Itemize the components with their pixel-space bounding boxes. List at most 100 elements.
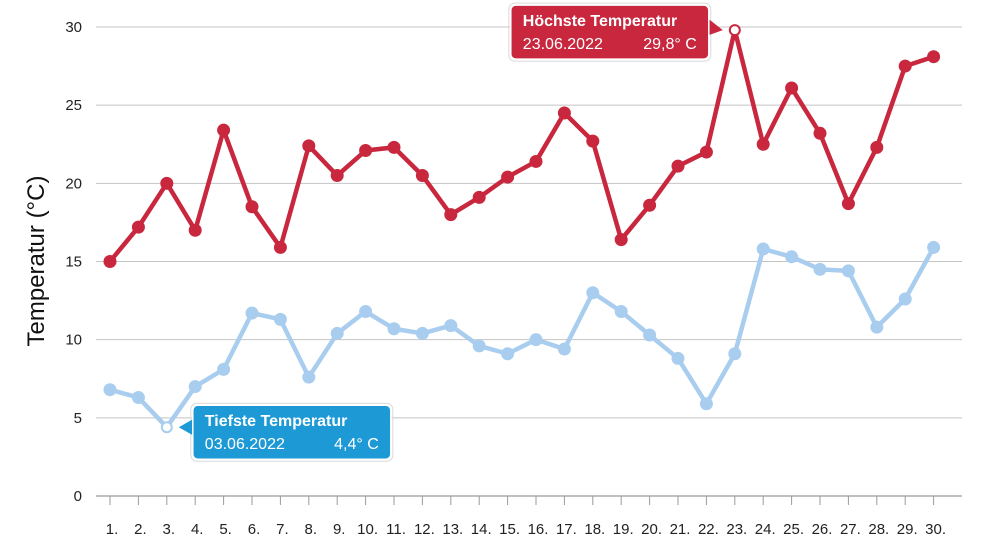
callout-date: 23.06.2022: [523, 36, 603, 53]
data-point: [273, 312, 287, 326]
data-point: [841, 264, 855, 278]
series-0: [103, 24, 941, 268]
annotations-layer: Höchste Temperatur 23.06.2022 29,8° C Tiefs…: [178, 2, 723, 462]
y-axis-tick-labels: 0 5 10 15 20 25 30: [65, 19, 82, 505]
x-tick-label: 19.: [613, 521, 634, 538]
data-point: [415, 326, 429, 340]
callout-box: [510, 4, 710, 60]
data-point: [103, 383, 117, 397]
data-point: [671, 159, 685, 173]
data-point: [586, 134, 600, 148]
y-tick-label: 25: [65, 97, 82, 114]
x-tick-label: 9.: [333, 521, 346, 538]
annotation-callout: Tiefste Temperatur 03.06.2022 4,4° C: [178, 402, 394, 462]
data-point: [501, 170, 515, 184]
x-tick-label: 22.: [698, 521, 719, 538]
data-point: [273, 240, 287, 254]
data-point: [217, 362, 231, 376]
x-tick-label: 5.: [219, 521, 232, 538]
y-axis-label: Temperatur (°C): [23, 176, 50, 347]
data-point: [245, 306, 259, 320]
data-point: [501, 347, 515, 361]
y-tick-label: 15: [65, 254, 82, 271]
x-tick-label: 18.: [584, 521, 605, 538]
y-tick-label: 5: [74, 410, 82, 427]
data-point: [160, 421, 173, 434]
y-tick-label: 0: [74, 488, 82, 505]
data-point: [898, 59, 912, 73]
x-tick-label: 24.: [755, 521, 776, 538]
data-point: [529, 154, 543, 168]
y-tick-label: 20: [65, 175, 82, 192]
data-point: [557, 106, 571, 120]
data-point: [444, 319, 458, 333]
callout-title: Höchste Temperatur: [523, 13, 677, 30]
series-line: [107, 27, 936, 264]
data-point: [614, 305, 628, 319]
data-point: [643, 198, 657, 212]
x-tick-label: 16.: [528, 521, 549, 538]
data-point: [728, 24, 741, 37]
x-tick-label: 13.: [442, 521, 463, 538]
callout-box: [192, 404, 392, 460]
data-point: [841, 197, 855, 211]
callout-pointer: [178, 419, 193, 436]
data-point: [472, 339, 486, 353]
x-tick-label: 30.: [925, 521, 946, 538]
data-point: [813, 262, 827, 276]
data-point: [785, 81, 799, 95]
x-tick-label: 12.: [414, 521, 435, 538]
x-tick-label: 21.: [670, 521, 691, 538]
data-point: [756, 242, 770, 256]
x-tick-label: 26.: [812, 521, 833, 538]
data-point: [728, 347, 742, 361]
x-tick-label: 11.: [386, 521, 406, 538]
x-axis: 1. 2. 3. 4. 5. 6. 7. 8. 9. 10. 11. 12. 13. 14. 15. 16. 1…: [106, 496, 946, 538]
data-point: [586, 286, 600, 300]
data-point: [359, 305, 373, 319]
x-tick-label: 20.: [641, 521, 662, 538]
data-point: [245, 200, 259, 214]
data-point: [188, 380, 202, 394]
x-tick-label: 2.: [134, 521, 147, 538]
data-point: [756, 137, 770, 151]
data-point: [898, 292, 912, 306]
data-point: [927, 240, 941, 254]
data-point: [302, 139, 316, 153]
data-point: [557, 342, 571, 356]
data-point: [529, 333, 543, 347]
data-point: [160, 176, 174, 190]
data-point: [699, 397, 713, 411]
series-line: [107, 245, 936, 430]
data-point: [131, 220, 145, 234]
x-tick-label: 10.: [357, 521, 378, 538]
x-tick-label: 23.: [726, 521, 747, 538]
data-point: [927, 50, 941, 64]
data-point: [387, 140, 401, 154]
x-tick-label: 15.: [499, 521, 520, 538]
callout-pointer: [708, 19, 723, 36]
y-tick-label: 10: [65, 332, 82, 349]
data-point: [330, 169, 344, 183]
x-tick-label: 7.: [276, 521, 289, 538]
callout-value: 29,8° C: [643, 36, 697, 53]
data-point: [131, 391, 145, 405]
x-tick-label: 25.: [783, 521, 804, 538]
x-tick-label: 3.: [163, 521, 176, 538]
data-point: [103, 255, 117, 268]
data-point: [188, 223, 202, 237]
series-1: [103, 240, 941, 434]
data-point: [387, 322, 401, 336]
callout-value: 4,4° C: [334, 436, 379, 453]
data-point: [217, 123, 231, 137]
x-tick-label: 28.: [868, 521, 889, 538]
x-tick-label: 4.: [191, 521, 204, 538]
annotation-callout: Höchste Temperatur 23.06.2022 29,8° C: [508, 2, 723, 62]
x-tick-label: 6.: [248, 521, 261, 538]
x-tick-label: 17.: [556, 521, 577, 538]
callout-date: 03.06.2022: [205, 436, 285, 453]
data-point: [870, 320, 884, 334]
x-tick-label: 14.: [471, 521, 492, 538]
data-point: [643, 328, 657, 342]
data-point: [671, 351, 685, 365]
